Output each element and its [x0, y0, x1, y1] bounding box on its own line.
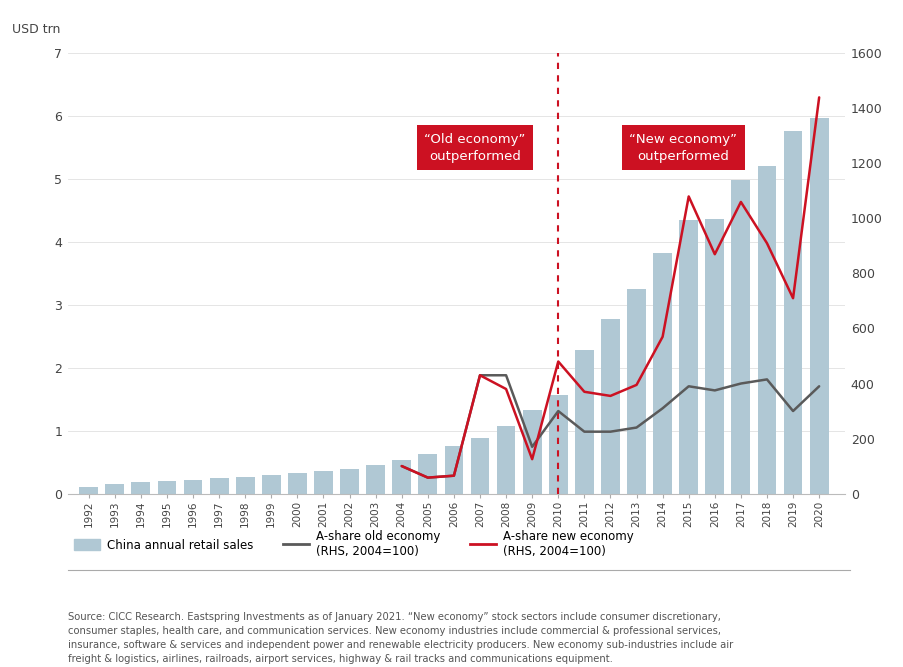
- Bar: [574, 350, 593, 494]
- Bar: [470, 438, 489, 494]
- Bar: [418, 454, 437, 494]
- Bar: [444, 446, 463, 494]
- Bar: [106, 484, 124, 494]
- Bar: [392, 460, 411, 494]
- Bar: [313, 471, 332, 494]
- Bar: [704, 219, 723, 494]
- Bar: [366, 466, 385, 494]
- Bar: [340, 469, 358, 494]
- Bar: [157, 481, 176, 494]
- Bar: [79, 488, 98, 494]
- Bar: [783, 131, 802, 494]
- Bar: [522, 410, 541, 494]
- Bar: [288, 474, 306, 494]
- Text: “Old economy”
outperformed: “Old economy” outperformed: [424, 133, 525, 163]
- Text: USD trn: USD trn: [12, 23, 61, 36]
- Text: Source: CICC Research. Eastspring Investments as of January 2021. “New economy” : Source: CICC Research. Eastspring Invest…: [68, 612, 732, 664]
- Bar: [731, 180, 749, 494]
- Bar: [757, 166, 776, 494]
- Bar: [548, 396, 567, 494]
- Legend: China annual retail sales, A-share old economy
(RHS, 2004=100), A-share new econ: China annual retail sales, A-share old e…: [74, 530, 633, 558]
- Bar: [809, 118, 828, 494]
- Bar: [236, 477, 255, 494]
- Bar: [209, 478, 228, 494]
- Bar: [496, 426, 515, 494]
- Bar: [627, 289, 646, 494]
- Bar: [131, 482, 150, 494]
- Bar: [600, 319, 619, 494]
- Text: “New economy”
outperformed: “New economy” outperformed: [628, 133, 737, 163]
- Bar: [678, 220, 697, 494]
- Bar: [183, 480, 202, 494]
- Bar: [262, 476, 280, 494]
- Bar: [653, 253, 671, 494]
